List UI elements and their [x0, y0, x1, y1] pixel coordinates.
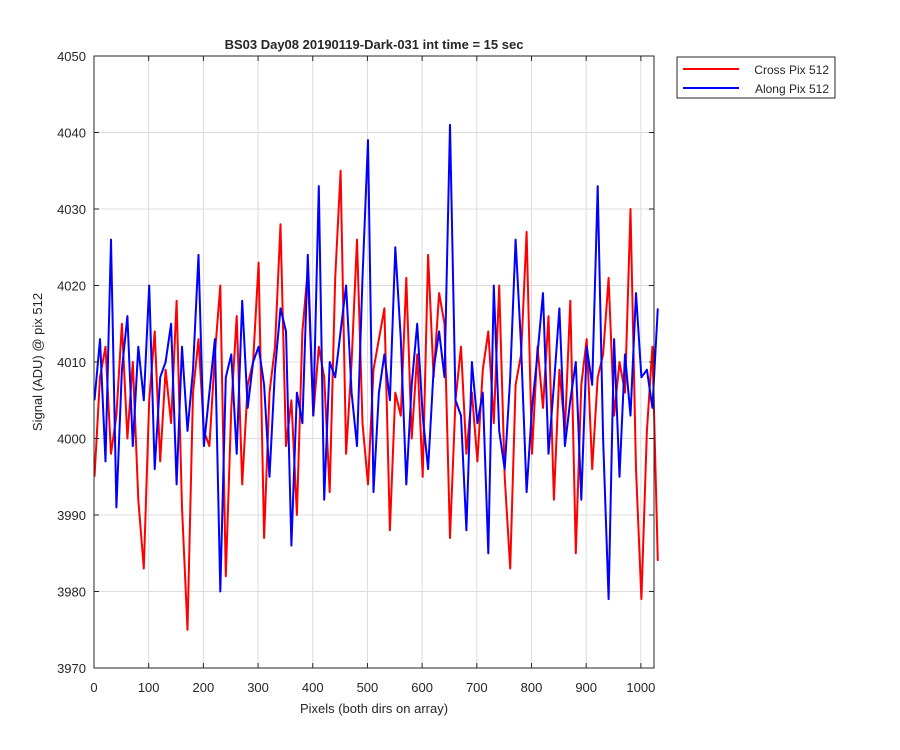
legend-box — [676, 56, 836, 99]
x-tick-label: 800 — [521, 680, 543, 695]
x-tick-label: 500 — [357, 680, 379, 695]
y-axis-label: Signal (ADU) @ pix 512 — [30, 293, 45, 431]
y-tick-label: 3990 — [57, 508, 86, 523]
x-tick-label: 1000 — [626, 680, 655, 695]
legend-label-cross: Cross Pix 512 — [754, 63, 829, 77]
x-tick-label: 100 — [138, 680, 160, 695]
y-tick-label: 4010 — [57, 355, 86, 370]
y-tick-label: 4000 — [57, 432, 86, 447]
ticks-group: 0 100 200 300 400 500 600 700 800 900 1000 3970 3980… — [57, 49, 655, 695]
x-tick-label: 700 — [466, 680, 488, 695]
x-tick-label: 0 — [90, 680, 97, 695]
y-tick-label: 3970 — [57, 661, 86, 676]
y-tick-label: 3980 — [57, 585, 86, 600]
series-group — [93, 123, 659, 631]
x-tick-label: 300 — [247, 680, 269, 695]
legend: Cross Pix 512 Along Pix 512 — [676, 56, 836, 99]
legend-label-along: Along Pix 512 — [755, 82, 829, 96]
x-tick-label: 600 — [411, 680, 433, 695]
x-axis-label: Pixels (both dirs on array) — [300, 701, 448, 716]
y-tick-label: 4040 — [57, 126, 86, 141]
y-tick-label: 4020 — [57, 279, 86, 294]
x-tick-label: 400 — [302, 680, 324, 695]
y-tick-label: 4030 — [57, 202, 86, 217]
x-tick-label: 200 — [193, 680, 215, 695]
chart-title: BS03 Day08 20190119-Dark-031 int time = … — [225, 37, 524, 52]
x-tick-label: 900 — [575, 680, 597, 695]
y-tick-label: 4050 — [57, 49, 86, 64]
series-line-along-pix-512 — [93, 123, 659, 601]
